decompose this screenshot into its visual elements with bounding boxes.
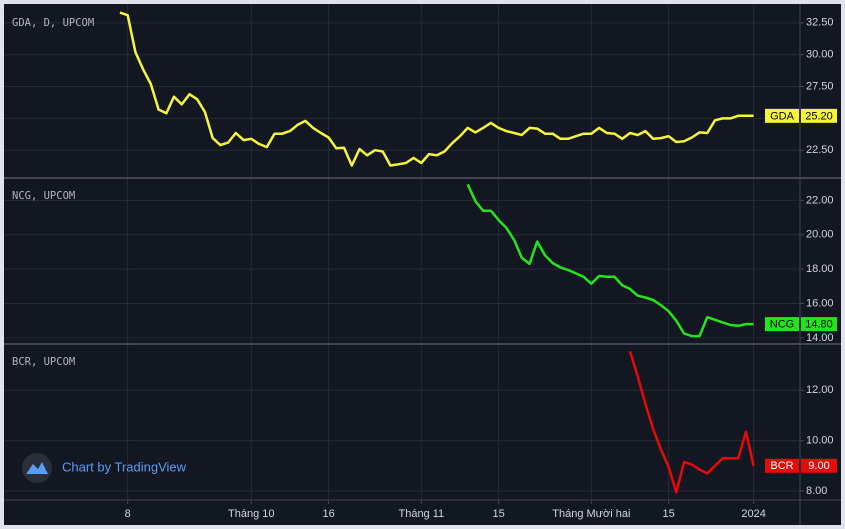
- y-tick-label: 10.00: [806, 435, 834, 447]
- x-tick-label: Tháng 10: [228, 508, 274, 520]
- background: [4, 4, 841, 525]
- y-tick-label: 16.00: [806, 297, 834, 309]
- series-name: GDA: [770, 110, 795, 122]
- x-tick-label: 15: [492, 508, 504, 520]
- y-tick-label: 12.00: [806, 384, 834, 396]
- y-tick-label: 22.50: [806, 144, 834, 156]
- last-price-badge: [801, 317, 837, 332]
- x-tick-label: Tháng 11: [398, 508, 444, 520]
- last-price-label: 14.80: [805, 319, 833, 331]
- series-name: NCG: [770, 319, 794, 331]
- y-tick-label: 27.50: [806, 80, 834, 92]
- pane-title: BCR, UPCOM: [12, 356, 75, 368]
- logo-mark: [26, 462, 48, 474]
- last-price-badge: [801, 108, 837, 123]
- y-tick-label: 8.00: [806, 485, 827, 497]
- y-tick-label: 32.50: [806, 17, 834, 29]
- y-tick-label: 14.00: [806, 332, 834, 344]
- pane-title: NCG, UPCOM: [12, 190, 75, 202]
- x-tick-label: 8: [125, 508, 131, 520]
- price-line: [628, 350, 755, 494]
- y-tick-label: 22.00: [806, 194, 834, 206]
- last-price-label: 9.00: [808, 460, 829, 472]
- last-price-label: 25.20: [805, 110, 833, 122]
- price-line: [119, 11, 754, 167]
- y-tick-label: 20.00: [806, 229, 834, 241]
- x-tick-label: Tháng Mười hai: [552, 508, 630, 520]
- x-tick-label: 16: [322, 508, 334, 520]
- x-tick-label: 2024: [741, 508, 765, 520]
- y-tick-label: 30.00: [806, 49, 834, 61]
- name-badge: [765, 458, 799, 473]
- last-price-badge: [801, 458, 837, 473]
- x-tick-label: 15: [662, 508, 674, 520]
- name-badge: [765, 317, 799, 332]
- name-badge: [765, 108, 799, 123]
- pane-title: GDA, D, UPCOM: [12, 17, 94, 29]
- series-name: BCR: [770, 460, 793, 472]
- y-tick-label: 18.00: [806, 263, 834, 275]
- watermark: Chart by TradingView: [62, 459, 187, 474]
- price-line: [466, 183, 754, 338]
